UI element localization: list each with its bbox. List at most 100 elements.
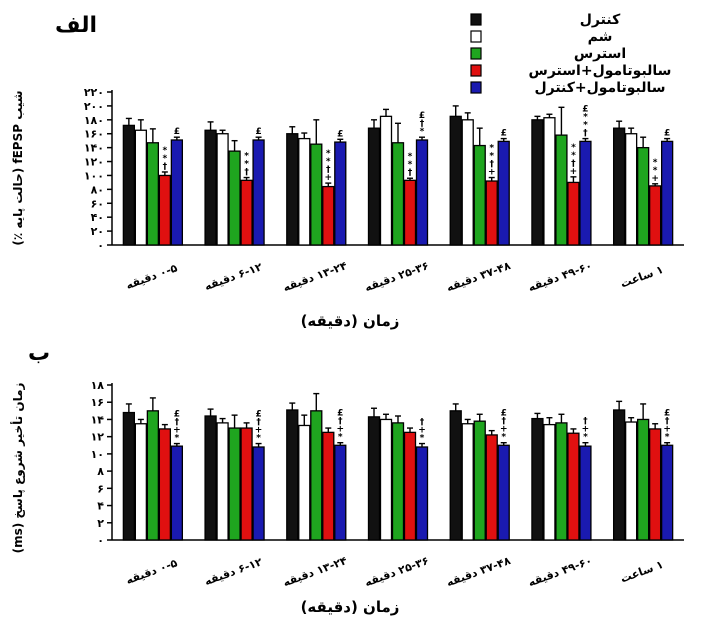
svg-text:†: † xyxy=(665,417,670,427)
x-tick-label: ۱۳-۲۴ دقیقه xyxy=(281,259,349,294)
svg-text:†: † xyxy=(408,168,413,178)
y-tick-label: ۸۰ xyxy=(91,183,104,196)
y-tick-label: ۰ xyxy=(97,534,104,547)
svg-text:†: † xyxy=(420,418,425,428)
svg-text:£: £ xyxy=(174,410,180,420)
bar xyxy=(252,446,265,541)
x-tick-label: ۶-۱۲ دقیقه xyxy=(203,260,265,293)
svg-text:†: † xyxy=(256,418,261,428)
bar xyxy=(379,115,393,246)
svg-text:*: * xyxy=(338,433,343,443)
svg-text:*: * xyxy=(583,121,588,131)
svg-text:*: * xyxy=(326,157,331,167)
x-tick-label: ۳۷-۴۸ دقیقه xyxy=(445,554,513,589)
bar xyxy=(648,428,662,541)
svg-text:£: £ xyxy=(255,127,261,137)
bar xyxy=(531,119,544,246)
legend-label: استرس xyxy=(574,46,626,62)
bar xyxy=(403,179,417,246)
bar xyxy=(555,422,568,541)
panel-a-letter: الف xyxy=(55,13,97,38)
svg-text:£: £ xyxy=(664,409,670,419)
svg-text:+: + xyxy=(582,425,590,435)
significance-marker: £ xyxy=(501,129,507,139)
svg-text:†: † xyxy=(489,160,494,170)
bar xyxy=(612,127,626,246)
svg-text:*: * xyxy=(174,434,179,444)
y-tick-label: ۱۴۰ xyxy=(84,142,104,155)
significance-marker: *†£ xyxy=(419,111,425,137)
bar xyxy=(497,140,510,246)
bar xyxy=(449,115,462,246)
significance-marker: †**£ xyxy=(582,105,588,139)
y-tick-label: ۲۰۰ xyxy=(84,100,104,113)
bar xyxy=(204,129,217,246)
significance-marker: *+†£ xyxy=(663,409,671,443)
legend-swatch xyxy=(470,47,482,60)
y-tick-label: ۱۰۰ xyxy=(84,169,104,182)
svg-text:†: † xyxy=(583,417,588,427)
svg-text:+: + xyxy=(173,426,181,436)
svg-text:*: * xyxy=(244,160,249,170)
significance-marker: +†** xyxy=(570,143,578,177)
panel-b: ب زمان تأخیر شروع پاسخ (ms) زمان (دقیقه)… xyxy=(10,341,684,616)
bar xyxy=(170,445,184,541)
bar xyxy=(322,185,335,246)
svg-text:†: † xyxy=(583,129,588,139)
svg-text:+: + xyxy=(500,425,508,435)
bar xyxy=(485,434,498,541)
svg-text:*: * xyxy=(489,152,494,162)
svg-text:*: * xyxy=(408,160,413,170)
svg-text:+: + xyxy=(663,425,671,435)
bar xyxy=(579,445,592,541)
bar xyxy=(449,410,462,541)
svg-text:+: + xyxy=(570,167,578,177)
bar xyxy=(252,139,265,246)
svg-text:*: * xyxy=(571,143,576,153)
svg-text:†: † xyxy=(244,168,249,178)
bar xyxy=(648,185,662,246)
svg-text:£: £ xyxy=(337,129,343,139)
y-tick-label: ۰ xyxy=(97,239,104,252)
svg-text:*: * xyxy=(162,154,167,164)
svg-text:+: + xyxy=(651,174,659,184)
bar xyxy=(415,446,429,541)
bar xyxy=(240,179,253,246)
bar xyxy=(134,423,148,541)
svg-text:†: † xyxy=(501,417,506,427)
svg-text:+: + xyxy=(255,426,263,436)
svg-text:+: + xyxy=(325,173,333,183)
significance-marker: £ xyxy=(174,127,180,137)
bar xyxy=(334,141,347,246)
bar xyxy=(146,410,160,541)
svg-text:*: * xyxy=(583,113,588,123)
bar xyxy=(134,129,148,246)
svg-text:*: * xyxy=(420,434,425,444)
bar xyxy=(122,411,136,541)
bar xyxy=(298,137,311,246)
significance-marker: +†** xyxy=(488,144,496,178)
bar xyxy=(228,427,241,541)
bar xyxy=(543,117,556,246)
bar xyxy=(473,144,486,246)
significance-marker: +** xyxy=(651,158,659,184)
bar xyxy=(660,140,674,246)
svg-text:*: * xyxy=(653,166,658,176)
svg-text:*: * xyxy=(489,144,494,154)
significance-marker: †** xyxy=(244,152,249,178)
svg-text:+: + xyxy=(337,425,345,435)
bar xyxy=(122,124,136,246)
bar xyxy=(391,422,405,541)
legend-label: کنترل xyxy=(580,12,621,28)
legend-swatch xyxy=(470,30,482,43)
bar xyxy=(286,409,299,541)
y-tick-label: ۱۲ xyxy=(91,431,105,444)
bar xyxy=(403,431,417,541)
svg-text:*: * xyxy=(571,151,576,161)
y-tick-label: ۶۰ xyxy=(91,197,104,210)
x-tick-label: ۲۵-۳۶ دقیقه xyxy=(363,554,431,589)
bar xyxy=(579,140,592,246)
panel-a-x-axis-label: زمان (دقیقه) xyxy=(301,312,400,330)
y-tick-label: ۱۴ xyxy=(91,413,105,426)
